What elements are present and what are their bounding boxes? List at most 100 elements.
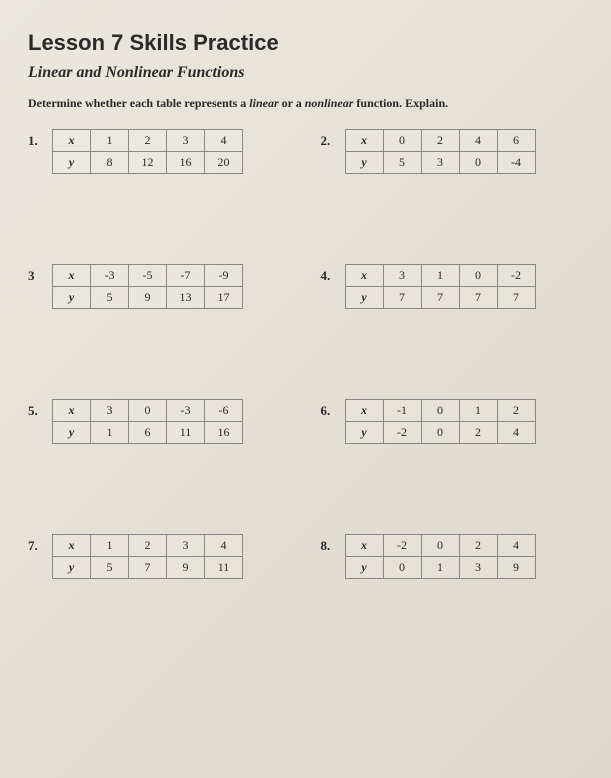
data-table: x1234y8121620 bbox=[52, 129, 243, 174]
problem-number: 6. bbox=[321, 399, 345, 419]
x-cell: 2 bbox=[129, 535, 167, 557]
y-cell: 5 bbox=[383, 152, 421, 174]
y-label: y bbox=[53, 557, 91, 579]
instruction-text: Determine whether each table represents … bbox=[28, 96, 583, 111]
problem: 1.x1234y8121620 bbox=[28, 129, 291, 174]
lesson-title: Lesson 7 Skills Practice bbox=[28, 30, 583, 56]
instruction-suffix: function. Explain. bbox=[353, 96, 448, 110]
y-cell: -2 bbox=[383, 422, 421, 444]
y-cell: 20 bbox=[205, 152, 243, 174]
y-cell: 9 bbox=[129, 287, 167, 309]
y-cell: 13 bbox=[167, 287, 205, 309]
x-cell: -3 bbox=[91, 265, 129, 287]
x-label: x bbox=[53, 265, 91, 287]
y-cell: 1 bbox=[421, 557, 459, 579]
y-label: y bbox=[345, 287, 383, 309]
x-label: x bbox=[53, 130, 91, 152]
y-cell: 5 bbox=[91, 557, 129, 579]
problem: 6.x-1012y-2024 bbox=[321, 399, 584, 444]
problems-container: 1.x1234y81216202.x0246y530-43x-3-5-7-9y5… bbox=[28, 129, 583, 579]
x-cell: 1 bbox=[421, 265, 459, 287]
x-cell: 0 bbox=[383, 130, 421, 152]
x-cell: 2 bbox=[459, 535, 497, 557]
y-cell: 16 bbox=[205, 422, 243, 444]
x-cell: 4 bbox=[205, 535, 243, 557]
y-label: y bbox=[53, 422, 91, 444]
problem-number: 4. bbox=[321, 264, 345, 284]
data-table: x-3-5-7-9y591317 bbox=[52, 264, 243, 309]
x-cell: 0 bbox=[421, 400, 459, 422]
y-cell: 1 bbox=[91, 422, 129, 444]
x-label: x bbox=[345, 130, 383, 152]
problem-number: 7. bbox=[28, 534, 52, 554]
problem: 5.x30-3-6y161116 bbox=[28, 399, 291, 444]
x-cell: 4 bbox=[459, 130, 497, 152]
x-cell: 2 bbox=[497, 400, 535, 422]
data-table: x0246y530-4 bbox=[345, 129, 536, 174]
y-cell: 4 bbox=[497, 422, 535, 444]
y-label: y bbox=[345, 422, 383, 444]
problem-number: 2. bbox=[321, 129, 345, 149]
problem: 7.x1234y57911 bbox=[28, 534, 291, 579]
y-cell: 16 bbox=[167, 152, 205, 174]
x-cell: 1 bbox=[459, 400, 497, 422]
problem-row: 1.x1234y81216202.x0246y530-4 bbox=[28, 129, 583, 174]
y-cell: 7 bbox=[421, 287, 459, 309]
x-cell: 3 bbox=[91, 400, 129, 422]
instruction-prefix: Determine whether each table represents … bbox=[28, 96, 249, 110]
data-table: x-2024y0139 bbox=[345, 534, 536, 579]
y-cell: 9 bbox=[497, 557, 535, 579]
x-cell: 0 bbox=[459, 265, 497, 287]
problem: 8.x-2024y0139 bbox=[321, 534, 584, 579]
x-label: x bbox=[53, 535, 91, 557]
data-table: x-1012y-2024 bbox=[345, 399, 536, 444]
data-table: x30-3-6y161116 bbox=[52, 399, 243, 444]
y-label: y bbox=[53, 287, 91, 309]
y-cell: 2 bbox=[459, 422, 497, 444]
problem: 3x-3-5-7-9y591317 bbox=[28, 264, 291, 309]
x-cell: 0 bbox=[421, 535, 459, 557]
y-cell: 6 bbox=[129, 422, 167, 444]
y-cell: 17 bbox=[205, 287, 243, 309]
y-cell: 0 bbox=[383, 557, 421, 579]
instruction-nonlinear: nonlinear bbox=[305, 96, 354, 110]
x-cell: -9 bbox=[205, 265, 243, 287]
x-label: x bbox=[345, 535, 383, 557]
problem-row: 3x-3-5-7-9y5913174.x310-2y7777 bbox=[28, 264, 583, 309]
y-cell: 7 bbox=[129, 557, 167, 579]
data-table: x1234y57911 bbox=[52, 534, 243, 579]
y-label: y bbox=[345, 557, 383, 579]
problem-number: 3 bbox=[28, 264, 52, 284]
y-label: y bbox=[345, 152, 383, 174]
y-cell: 8 bbox=[91, 152, 129, 174]
y-cell: 3 bbox=[421, 152, 459, 174]
x-cell: 3 bbox=[167, 535, 205, 557]
x-label: x bbox=[345, 400, 383, 422]
y-cell: 9 bbox=[167, 557, 205, 579]
y-cell: 7 bbox=[459, 287, 497, 309]
problem-number: 5. bbox=[28, 399, 52, 419]
y-cell: 3 bbox=[459, 557, 497, 579]
instruction-mid: or a bbox=[279, 96, 305, 110]
x-cell: 6 bbox=[497, 130, 535, 152]
y-cell: -4 bbox=[497, 152, 535, 174]
problem-row: 5.x30-3-6y1611166.x-1012y-2024 bbox=[28, 399, 583, 444]
x-cell: -2 bbox=[383, 535, 421, 557]
x-cell: 4 bbox=[205, 130, 243, 152]
y-cell: 11 bbox=[167, 422, 205, 444]
y-cell: 5 bbox=[91, 287, 129, 309]
y-cell: 0 bbox=[421, 422, 459, 444]
y-cell: 11 bbox=[205, 557, 243, 579]
x-cell: 2 bbox=[421, 130, 459, 152]
lesson-subtitle: Linear and Nonlinear Functions bbox=[28, 64, 583, 82]
y-cell: 12 bbox=[129, 152, 167, 174]
y-cell: 7 bbox=[383, 287, 421, 309]
problem-number: 8. bbox=[321, 534, 345, 554]
y-label: y bbox=[53, 152, 91, 174]
x-label: x bbox=[53, 400, 91, 422]
problem-number: 1. bbox=[28, 129, 52, 149]
x-cell: 4 bbox=[497, 535, 535, 557]
problem: 4.x310-2y7777 bbox=[321, 264, 584, 309]
instruction-linear: linear bbox=[249, 96, 278, 110]
x-cell: 2 bbox=[129, 130, 167, 152]
